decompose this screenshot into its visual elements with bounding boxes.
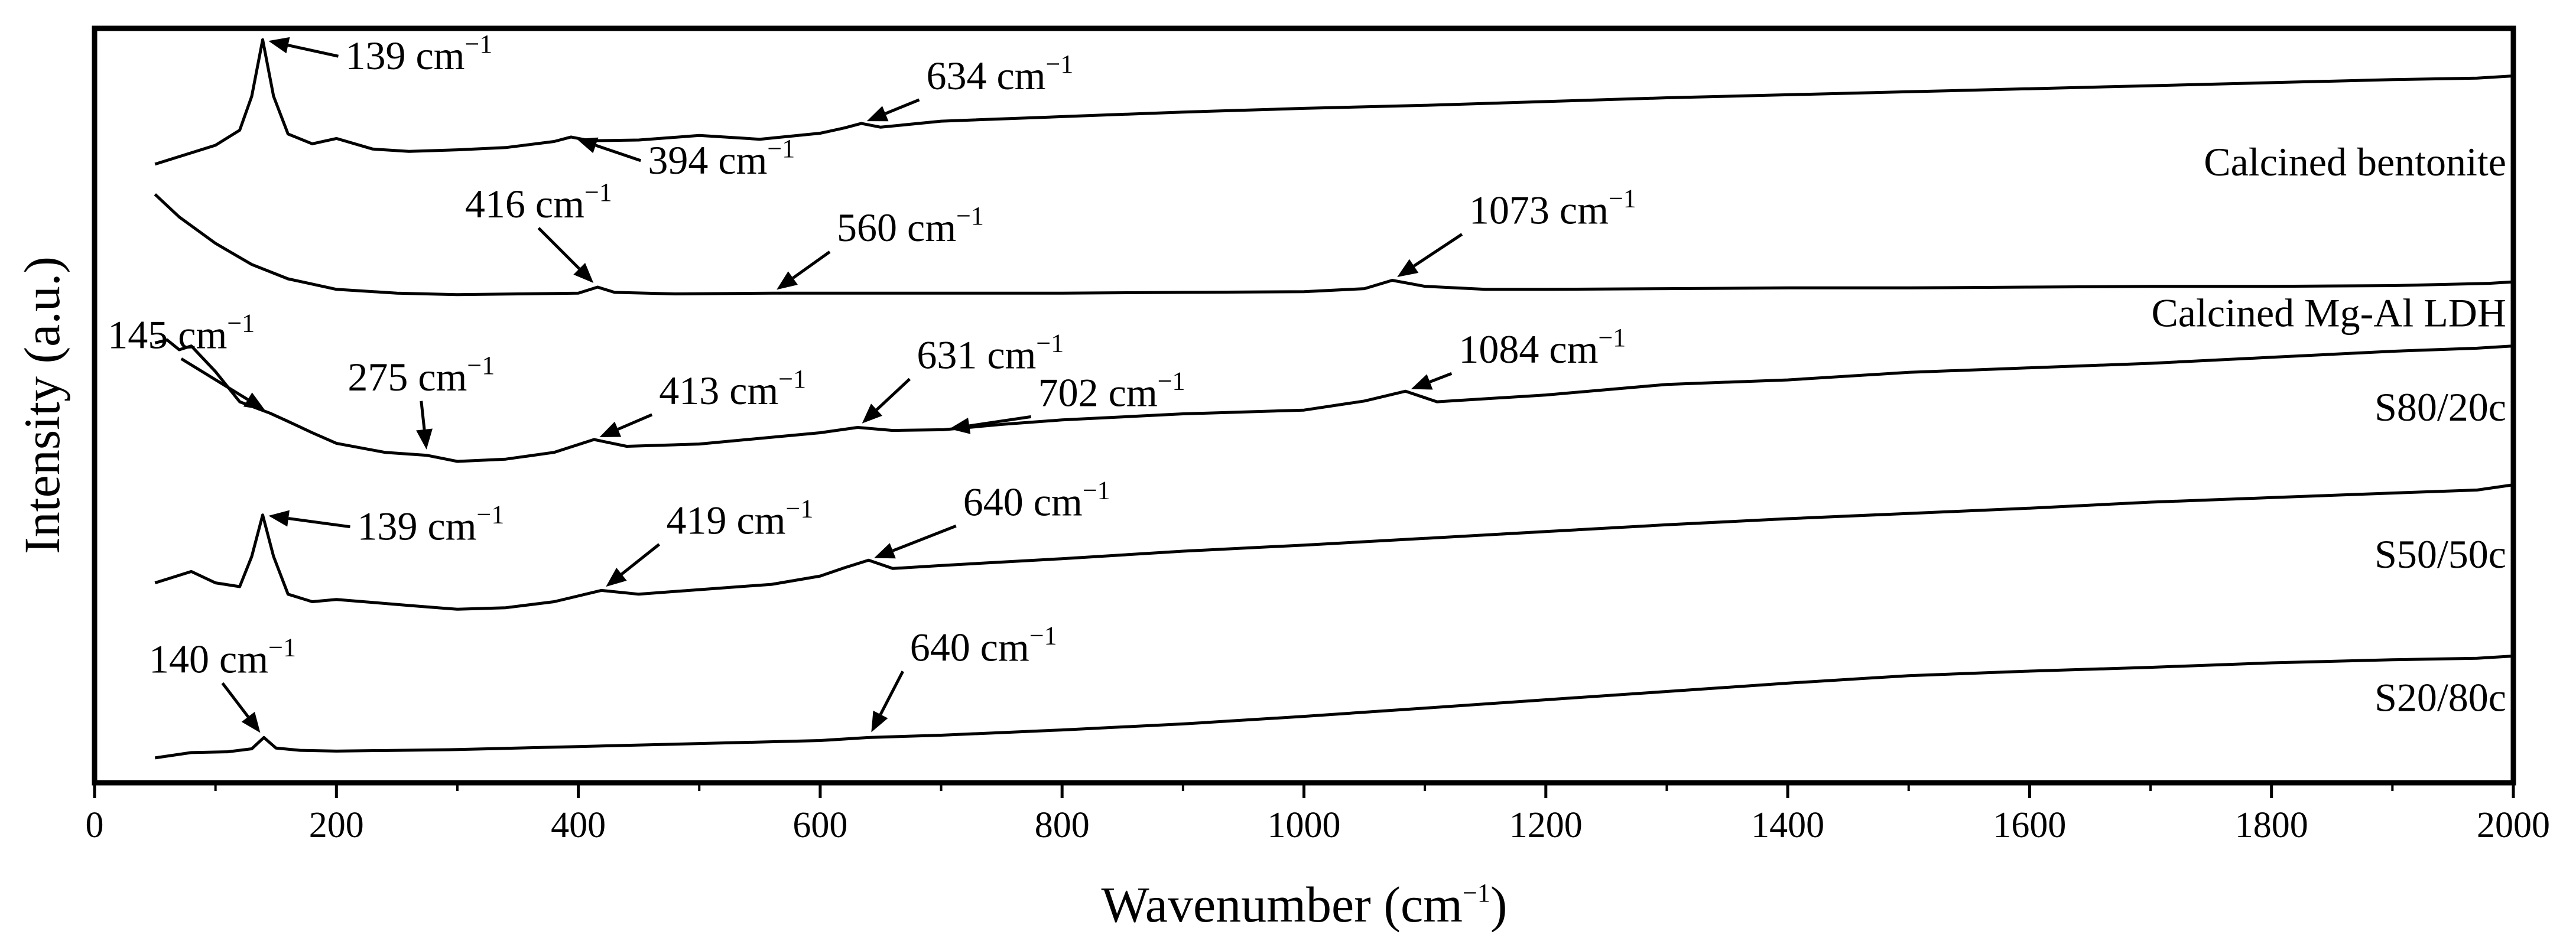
peak-annotation: 139 cm−1 — [357, 500, 504, 549]
peak-annotation: 634 cm−1 — [926, 50, 1073, 98]
peak-annotation: 140 cm−1 — [149, 633, 296, 681]
x-tick-label: 600 — [792, 805, 847, 845]
annotation-arrowhead — [1397, 259, 1419, 278]
annotation-arrow — [288, 517, 350, 529]
peak-annotation: 394 cm−1 — [648, 134, 795, 183]
annotation-arrowhead — [606, 568, 627, 587]
annotation-arrow — [879, 671, 904, 715]
annotation-arrow — [617, 413, 653, 431]
series-line-calcined-mg-al-ldh — [154, 193, 2514, 297]
series-line-s20-80c — [154, 655, 2514, 760]
peak-annotation: 1084 cm−1 — [1458, 323, 1626, 372]
annotation-arrowhead — [871, 710, 888, 733]
series-label-s50-50c: S50/50c — [2374, 532, 2506, 577]
peak-annotation: 640 cm−1 — [963, 476, 1110, 524]
peak-annotation: 413 cm−1 — [659, 365, 806, 413]
annotation-arrow — [420, 401, 426, 430]
annotation-arrowhead — [599, 421, 622, 438]
annotation-arrowhead — [862, 403, 883, 424]
series-label-s80-20c: S80/20c — [2374, 385, 2506, 429]
annotation-arrowhead — [874, 543, 896, 559]
peak-annotation: 419 cm−1 — [666, 494, 813, 542]
peak-annotation: 560 cm−1 — [837, 201, 984, 250]
annotation-arrow — [287, 44, 339, 58]
annotation-arrow — [892, 524, 957, 552]
x-tick-label: 1200 — [1509, 805, 1583, 845]
annotation-arrowhead — [777, 271, 798, 290]
x-tick-label: 2000 — [2477, 805, 2550, 845]
x-tick-label: 1800 — [2235, 805, 2308, 845]
x-tick-label: 0 — [86, 805, 104, 845]
series-line-s50-50c — [154, 483, 2514, 611]
annotation-arrow — [537, 227, 580, 270]
annotation-arrowhead — [243, 392, 265, 411]
annotation-arrowhead — [949, 418, 971, 434]
peak-annotation: 1073 cm−1 — [1469, 184, 1636, 233]
peak-annotation: 145 cm−1 — [108, 308, 255, 357]
annotation-layer: 139 cm−1 394 cm−1 634 cm−1 416 cm−1 560 cm−1… — [108, 30, 1636, 733]
series-line-calcined-bentonite — [154, 38, 2514, 166]
series-label-s20-80c: S20/80c — [2374, 675, 2506, 720]
annotation-arrowhead — [866, 106, 889, 122]
x-tick-label: 1000 — [1268, 805, 1341, 845]
annotation-arrow — [621, 543, 661, 575]
y-axis-title: Intensity (a.u.) — [14, 256, 70, 554]
x-axis: 0 200 400 600 800 1000 1200 1400 1600 1800 2000 — [86, 783, 2550, 845]
peak-annotation: 139 cm−1 — [345, 30, 492, 78]
annotation-arrowhead — [241, 711, 261, 733]
annotation-arrowhead — [1411, 374, 1433, 390]
peak-annotation: 275 cm−1 — [347, 351, 495, 399]
series-label-calcined-mg-al-ldh: Calcined Mg-Al LDH — [2151, 290, 2506, 335]
annotation-arrow — [595, 144, 642, 162]
annotation-arrowhead — [416, 428, 433, 450]
annotation-arrowhead — [576, 137, 599, 154]
x-axis-title: Wavenumber (cm−1) — [1101, 876, 1507, 933]
annotation-arrow — [875, 378, 911, 411]
x-tick-label: 1600 — [1993, 805, 2066, 845]
x-tick-label: 800 — [1035, 805, 1090, 845]
peak-annotation: 702 cm−1 — [1038, 366, 1185, 415]
series-line-s80-20c — [154, 338, 2514, 463]
plot-frame — [92, 25, 2516, 786]
series-label-calcined-bentonite: Calcined bentonite — [2204, 139, 2506, 184]
annotation-arrow — [969, 415, 1032, 428]
annotation-arrowhead — [268, 37, 290, 54]
x-tick-label: 1400 — [1751, 805, 1824, 845]
x-tick-label: 400 — [551, 805, 606, 845]
annotation-arrow — [792, 250, 831, 279]
series-label-layer: Calcined bentonite Calcined Mg-Al LDH S80/… — [2151, 139, 2506, 720]
peak-annotation: 631 cm−1 — [917, 329, 1064, 378]
series-layer — [154, 38, 2514, 760]
annotation-arrow — [1413, 233, 1463, 268]
annotation-arrow — [221, 682, 249, 718]
x-tick-label: 200 — [309, 805, 364, 845]
annotation-arrowhead — [268, 510, 290, 527]
annotation-arrowhead — [573, 262, 594, 283]
peak-annotation: 640 cm−1 — [910, 621, 1057, 669]
annotation-arrow — [1429, 372, 1453, 383]
peak-annotation: 416 cm−1 — [465, 178, 612, 226]
annotation-arrow — [885, 98, 920, 115]
annotation-arrow — [180, 357, 249, 401]
